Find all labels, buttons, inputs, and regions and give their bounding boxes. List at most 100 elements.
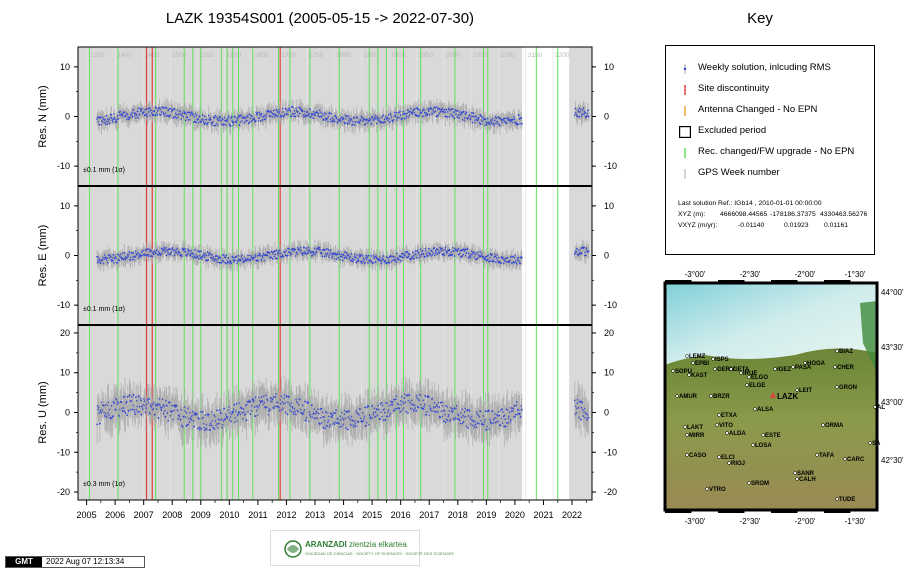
gps-week-label: 1850 [364,52,379,59]
gps-week-label: 2000 [446,52,461,59]
weekly-solution-point [269,115,272,117]
weekly-solution-point [499,124,501,127]
weekly-solution-point [343,257,346,260]
weekly-solution-point [386,256,389,259]
weekly-solution-point [304,400,306,403]
weekly-solution-point [193,425,195,428]
weekly-solution-point [294,413,297,416]
gps-week-label: 1500 [172,52,187,59]
weekly-solution-point [365,254,368,257]
weekly-solution-point [147,248,149,250]
weekly-solution-point [268,251,271,254]
weekly-solution-point [223,407,225,410]
weekly-solution-point [461,255,464,258]
weekly-solution-point [307,246,310,249]
y-tick-label-right: 0 [604,112,609,122]
weekly-solution-point [165,247,167,249]
weekly-solution-point [279,409,281,412]
gps-week-label: 2150 [528,52,543,59]
weekly-solution-point [344,251,346,253]
weekly-solution-point [501,408,504,410]
weekly-solution-point [205,254,208,257]
weekly-solution-point [204,115,206,118]
weekly-solution-point [96,255,99,258]
excluded-period [522,47,570,186]
weekly-solution-point [243,121,246,124]
weekly-solution-point [519,262,522,265]
y-tick-label: -10 [57,161,70,171]
gps-week-label: 2200 [555,52,570,59]
weekly-solution-point [364,406,367,409]
weekly-solution-point [163,107,166,110]
weekly-solution-point [380,401,383,404]
weekly-solution-point [258,117,261,120]
weekly-solution-point [254,255,257,258]
weekly-solution-point [399,410,402,413]
y-tick-label: 10 [60,62,70,72]
weekly-solution-point [198,417,200,420]
weekly-solution-point [467,252,470,255]
weekly-solution-point [196,427,199,430]
weekly-solution-point [161,106,164,109]
weekly-solution-point [443,420,445,423]
weekly-solution-point [98,422,101,425]
y-tick-label: -10 [57,300,70,310]
weekly-solution-point [427,247,430,250]
weekly-solution-point [204,429,206,432]
weekly-solution-point [157,417,160,419]
weekly-solution-point [199,257,202,259]
weekly-solution-point [150,250,153,253]
weekly-solution-point [436,115,439,118]
weekly-solution-point [357,260,360,262]
residuals-plot: 1350140014501500155016001650170017501800… [37,46,617,520]
weekly-solution-point [337,256,340,259]
weekly-solution-point [370,122,373,125]
weekly-solution-point [448,116,451,118]
weekly-solution-point [494,255,497,258]
weekly-solution-point [500,262,502,264]
weekly-solution-point [194,248,196,251]
weekly-solution-point [140,254,143,257]
weekly-solution-point [389,121,391,124]
weekly-solution-point [223,123,225,126]
weekly-solution-point [156,114,159,116]
weekly-solution-point [271,257,274,260]
weekly-solution-point [361,262,363,264]
weekly-solution-point [172,117,175,120]
weekly-solution-point [290,115,293,118]
uncertainty-label: ±0.1 mm (1σ) [83,167,125,174]
weekly-solution-point [513,261,516,264]
weekly-solution-point [140,413,143,416]
weekly-solution-point [462,110,465,113]
weekly-solution-point [467,427,470,429]
weekly-solution-point [167,419,170,422]
weekly-solution-point [286,413,289,416]
weekly-solution-point [427,395,430,398]
weekly-solution-point [471,111,473,114]
weekly-solution-point [216,409,218,412]
weekly-solution-point [382,419,385,422]
excluded-period [522,186,570,325]
weekly-solution-point [328,111,331,114]
weekly-solution-point [444,115,447,118]
y-tick-label: 0 [65,112,70,122]
weekly-solution-point [233,403,236,406]
weekly-solution-point [218,409,221,411]
excluded-period [522,325,570,500]
weekly-solution-point [519,416,522,418]
weekly-solution-point [286,254,289,257]
weekly-solution-point [433,247,436,249]
weekly-solution-point [466,248,469,251]
weekly-solution-point [148,397,151,400]
gps-week-label: 1350 [90,52,105,59]
weekly-solution-point [222,260,225,263]
weekly-solution-point [459,422,462,425]
weekly-solution-point [512,255,514,258]
weekly-solution-point [247,122,250,125]
weekly-solution-point [303,246,305,249]
weekly-solution-point [134,413,137,416]
weekly-solution-point [350,252,353,255]
weekly-solution-point [224,261,227,264]
weekly-solution-point [193,255,196,258]
weekly-solution-point [188,421,191,424]
